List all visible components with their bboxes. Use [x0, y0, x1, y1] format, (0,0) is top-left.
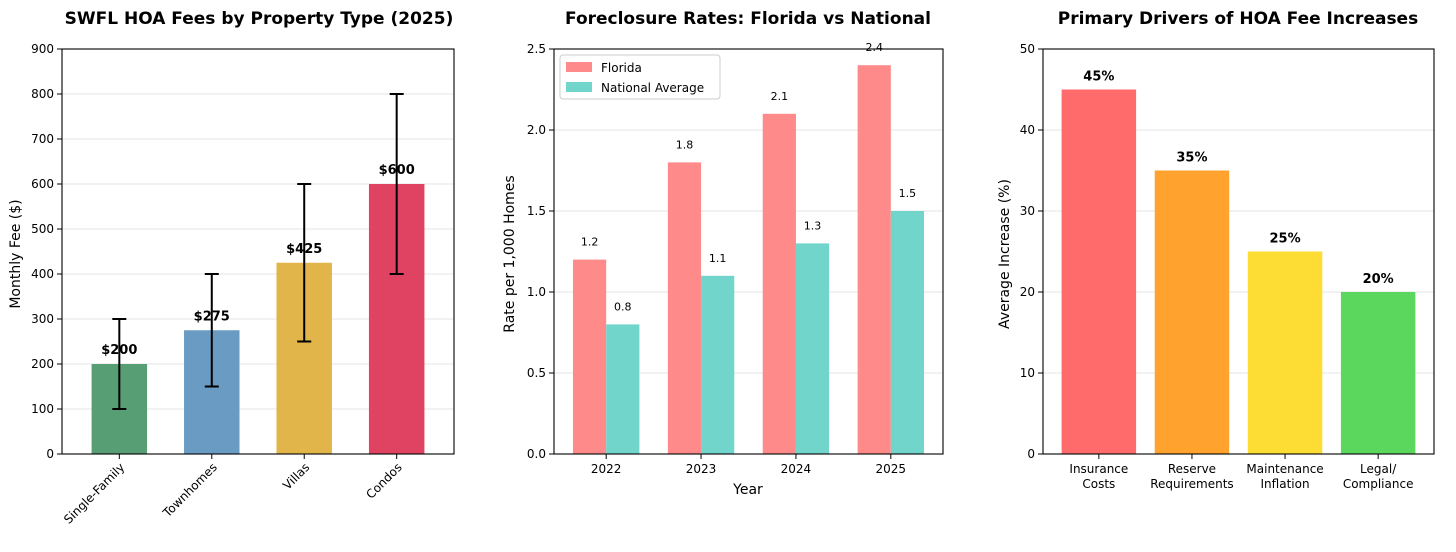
bar-florida-2024	[762, 113, 796, 455]
xtick-label: Townhomes	[160, 460, 220, 520]
bar-national-2025	[890, 211, 925, 454]
hoa-drivers-ytick-label: 40	[1020, 123, 1035, 137]
bar-florida-2022	[572, 259, 607, 454]
value-label: $425	[286, 242, 322, 257]
value-label: 20%	[1363, 272, 1394, 287]
value-label: 2.4	[865, 41, 883, 54]
hoa-drivers-ytick-label: 10	[1020, 366, 1035, 380]
hoa-drivers-ytick-label: 0	[1027, 447, 1035, 461]
foreclosure-ylabel: Rate per 1,000 Homes	[502, 175, 518, 332]
xtick-label: Maintenance	[1246, 462, 1323, 476]
value-label: 35%	[1176, 151, 1207, 166]
xtick-label: Inflation	[1261, 477, 1310, 491]
bar-reserve	[1154, 170, 1230, 454]
value-label: $600	[379, 163, 415, 178]
value-label: 2.1	[771, 90, 789, 103]
hoa-drivers-ytick-label: 30	[1020, 204, 1035, 218]
hoa-drivers-ytick-label: 50	[1020, 42, 1035, 56]
xtick-label: Insurance	[1069, 462, 1128, 476]
hoa-fees-ytick-label: 600	[31, 177, 54, 191]
value-label: 1.5	[899, 187, 917, 200]
bar-national-2022	[606, 324, 640, 454]
bar-maintenance	[1247, 251, 1323, 454]
bar-florida-2025	[857, 65, 891, 454]
foreclosure-title: Foreclosure Rates: Florida vs National	[565, 9, 931, 29]
xtick-label: 2022	[591, 462, 622, 476]
hoa-fees-ytick-label: 900	[31, 42, 54, 56]
value-label: 0.8	[614, 300, 632, 313]
xtick-label: Requirements	[1150, 477, 1233, 491]
hoa-fees-title: SWFL HOA Fees by Property Type (2025)	[65, 9, 454, 29]
value-label: 25%	[1269, 232, 1300, 247]
xtick-label: Reserve	[1168, 462, 1216, 476]
xtick-label: Compliance	[1343, 477, 1414, 491]
bar-national-2024	[795, 243, 830, 454]
hoa-drivers-plot-frame	[1042, 48, 1435, 455]
legend-label-florida: Florida	[601, 61, 642, 75]
hoa-fees-ytick-label: 300	[31, 312, 54, 326]
value-label: $275	[194, 309, 230, 324]
legend-swatch-florida	[566, 62, 592, 72]
hoa-fees-plot-frame	[61, 48, 455, 455]
hoa-fees-ytick-label: 400	[31, 267, 54, 281]
foreclosure-plot-frame	[553, 48, 944, 455]
value-label: 1.3	[804, 219, 822, 232]
xtick-label: Costs	[1082, 477, 1115, 491]
xtick-label: 2025	[876, 462, 907, 476]
hoa-fees-ytick-label: 500	[31, 222, 54, 236]
foreclosure-xlabel: Year	[732, 482, 763, 498]
foreclosure-legend: Florida National Average	[559, 54, 721, 100]
xtick-label: Single-Family	[61, 460, 127, 526]
hoa-drivers-title: Primary Drivers of HOA Fee Increases	[1058, 9, 1418, 29]
hoa-fees-ylabel: Monthly Fee ($)	[8, 199, 24, 308]
hoa-fees-ytick-label: 200	[31, 357, 54, 371]
foreclosure-ytick-label: 2.0	[527, 123, 546, 137]
foreclosure-ytick-label: 1.5	[527, 204, 546, 218]
value-label: 1.1	[709, 252, 727, 265]
xtick-label: Legal/	[1360, 462, 1397, 476]
legend-swatch-national	[566, 82, 592, 92]
xtick-label: 2023	[686, 462, 717, 476]
xtick-label: Villas	[280, 460, 312, 492]
hoa-fees-ytick-label: 100	[31, 402, 54, 416]
hoa-fees-ytick-label: 0	[46, 447, 54, 461]
foreclosure-ytick-label: 1.0	[527, 285, 546, 299]
foreclosure-ytick-label: 2.5	[527, 42, 546, 56]
value-label: 1.8	[676, 138, 694, 151]
bar-florida-2023	[667, 162, 702, 454]
bar-insurance	[1061, 89, 1137, 454]
legend-box	[559, 54, 721, 100]
foreclosure-ytick-label: 0.0	[527, 447, 546, 461]
hoa-fees-ytick-label: 700	[31, 132, 54, 146]
foreclosure-ytick-label: 0.5	[527, 366, 546, 380]
hoa-drivers-ylabel: Average Increase (%)	[997, 179, 1013, 329]
bar-legal	[1340, 292, 1416, 454]
hoa-fees-chart: SWFL HOA Fees by Property Type (2025) Mo…	[8, 9, 455, 527]
legend-label-national: National Average	[601, 81, 704, 95]
value-label: 1.2	[581, 236, 599, 249]
hoa-drivers-chart: Primary Drivers of HOA Fee Increases Ave…	[997, 9, 1435, 491]
value-label: $200	[101, 343, 137, 358]
bar-national-2023	[701, 275, 735, 454]
value-label: 45%	[1083, 70, 1114, 85]
xtick-label: 2024	[781, 462, 812, 476]
foreclosure-chart: Foreclosure Rates: Florida vs National R…	[502, 9, 944, 498]
hoa-fees-ytick-label: 800	[31, 87, 54, 101]
hoa-drivers-ytick-label: 20	[1020, 285, 1035, 299]
xtick-label: Condos	[363, 460, 404, 501]
